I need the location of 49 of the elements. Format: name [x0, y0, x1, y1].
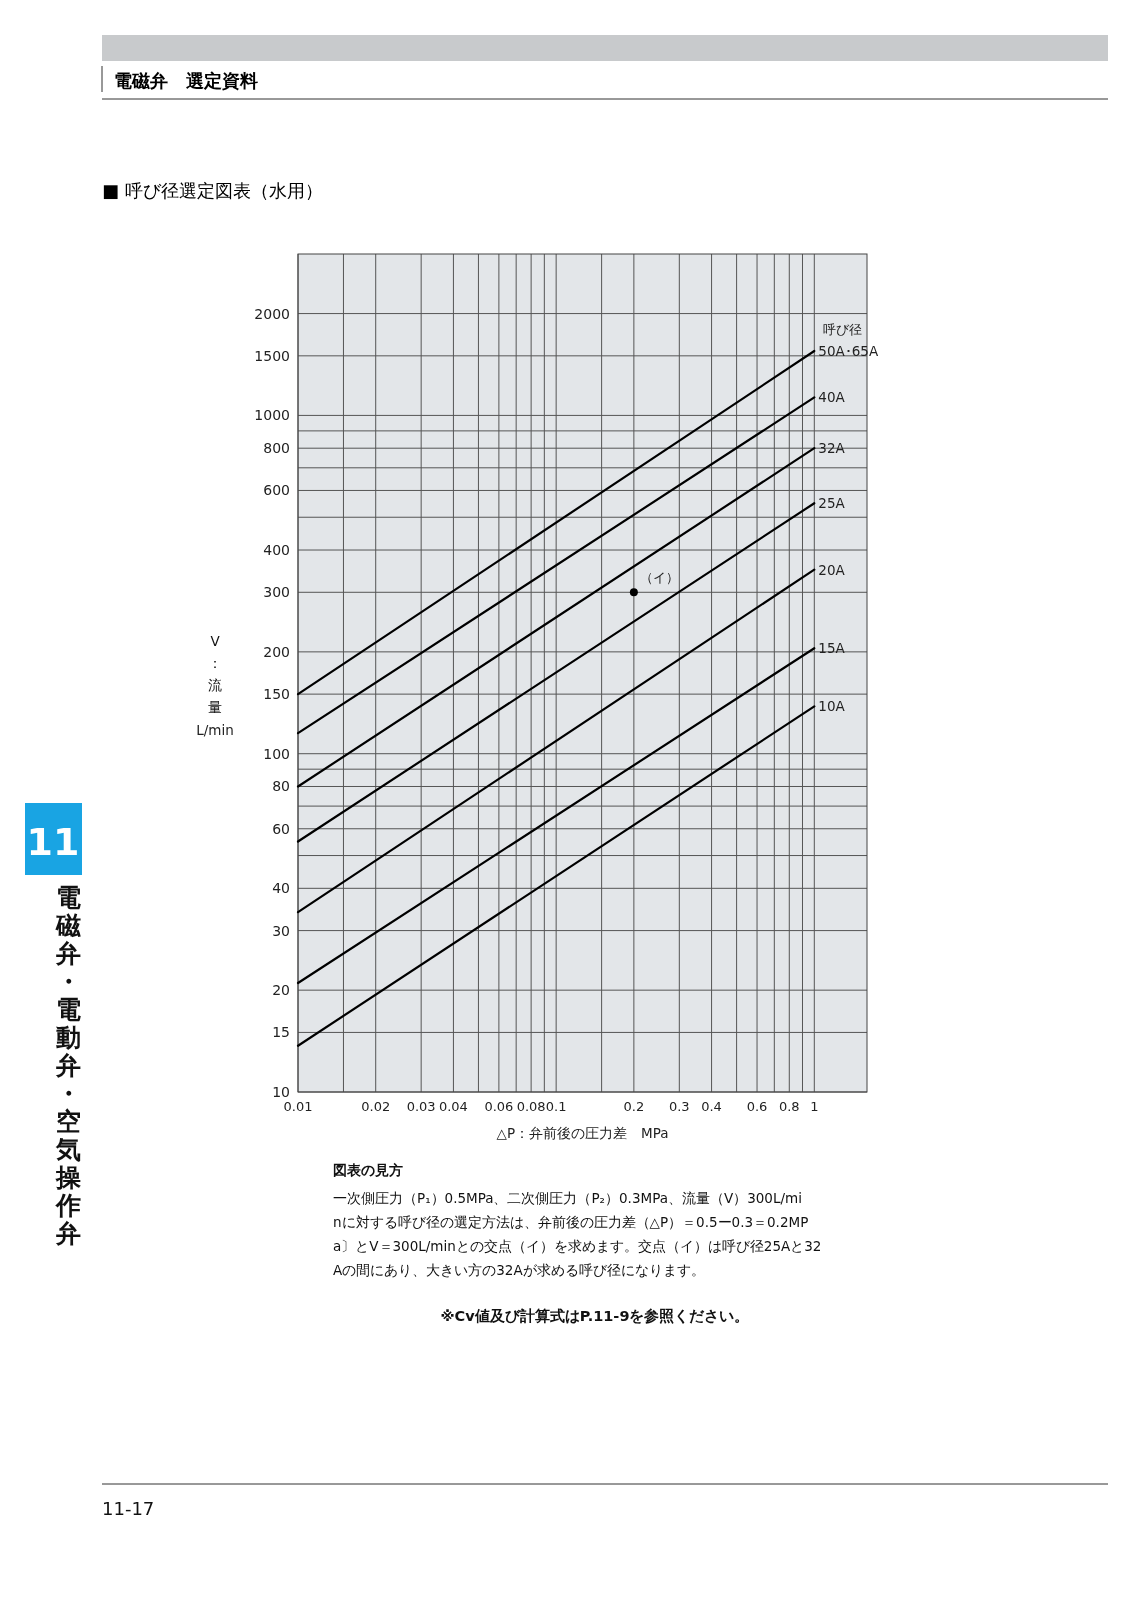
series-label: 40A [818, 389, 846, 406]
x-tick-label: 1 [810, 1099, 819, 1114]
y-tick-label: 80 [272, 778, 290, 795]
y-tick-label: 100 [263, 745, 290, 762]
y-tick-label: 20 [272, 982, 290, 999]
x-tick-label: 0.02 [361, 1099, 391, 1114]
y-tick-label: 30 [272, 922, 290, 939]
series-label: （イ） [639, 570, 679, 586]
x-tick-label: 0.6 [746, 1099, 768, 1114]
y-tick-label: 600 [263, 482, 290, 499]
x-tick-label: 0.01 [283, 1099, 313, 1114]
text: 図表の見方 [333, 1162, 403, 1178]
x-tick-label: 0.3 [668, 1099, 690, 1114]
y-axis-title: V：流量 L/min [196, 633, 234, 738]
y-tick-label: 1000 [254, 407, 290, 424]
x-axis-title: △P：弁前後の圧力差 MPa [496, 1125, 669, 1141]
series-label: 20A [818, 561, 846, 578]
series-label: 25A [818, 495, 846, 512]
text: 11 [26, 820, 80, 864]
text: 電磁弁・電動弁・空気操作弁 [55, 883, 81, 1248]
text: ※Cv値及び計算式はP.11-9を参照ください。 [440, 1308, 750, 1324]
x-tick-label: 0.8 [778, 1099, 800, 1114]
y-tick-label: 2000 [254, 305, 290, 322]
y-tick-label: 1500 [254, 347, 290, 364]
series-label: 15A [818, 640, 846, 657]
text: 一次側圧力（P₁）0.5MPa、二次側圧力（P₂）0.3MPa、流量（V）300L/minに対する呼び径の選定方法は、弁前後の圧力差（△P）＝0.5ー0.3＝0.2MPa〕とV＝300L/minとの交点（イ）を求めます。交点（イ）は呼び径25Aと32Aの間にあり、大きい方の32Aが求める呼び径になります。 [333, 1190, 822, 1278]
annotation: 呼び径 [823, 322, 862, 337]
x-tick-label: 0.06 [484, 1099, 514, 1114]
x-tick-label: 0.2 [623, 1099, 645, 1114]
series-label: 32A [818, 440, 846, 457]
y-tick-label: 400 [263, 542, 290, 559]
chart-title: ■ 呼び径選定図表（水用） [102, 180, 323, 201]
x-tick-label: 0.08 [516, 1099, 546, 1114]
x-tick-label: 0.4 [701, 1099, 722, 1114]
y-tick-label: 60 [272, 820, 290, 837]
y-tick-label: 15 [272, 1024, 290, 1041]
y-tick-label: 10 [272, 1084, 290, 1100]
series-label: 10A [818, 698, 846, 715]
y-tick-label: 150 [263, 686, 290, 703]
x-tick-label: 0.03 [406, 1099, 436, 1114]
y-tick-label: 200 [263, 643, 290, 660]
y-tick-label: 40 [272, 880, 290, 897]
chart-subtitle: 電磁弁 選定資料 [114, 70, 258, 91]
y-tick-label: 800 [263, 440, 290, 457]
series-label: 50A･65A [818, 343, 879, 360]
x-tick-label: 0.04 [438, 1099, 468, 1114]
x-tick-label: 0.1 [545, 1099, 567, 1114]
text: 11-17 [102, 1498, 155, 1519]
y-tick-label: 300 [263, 584, 290, 601]
